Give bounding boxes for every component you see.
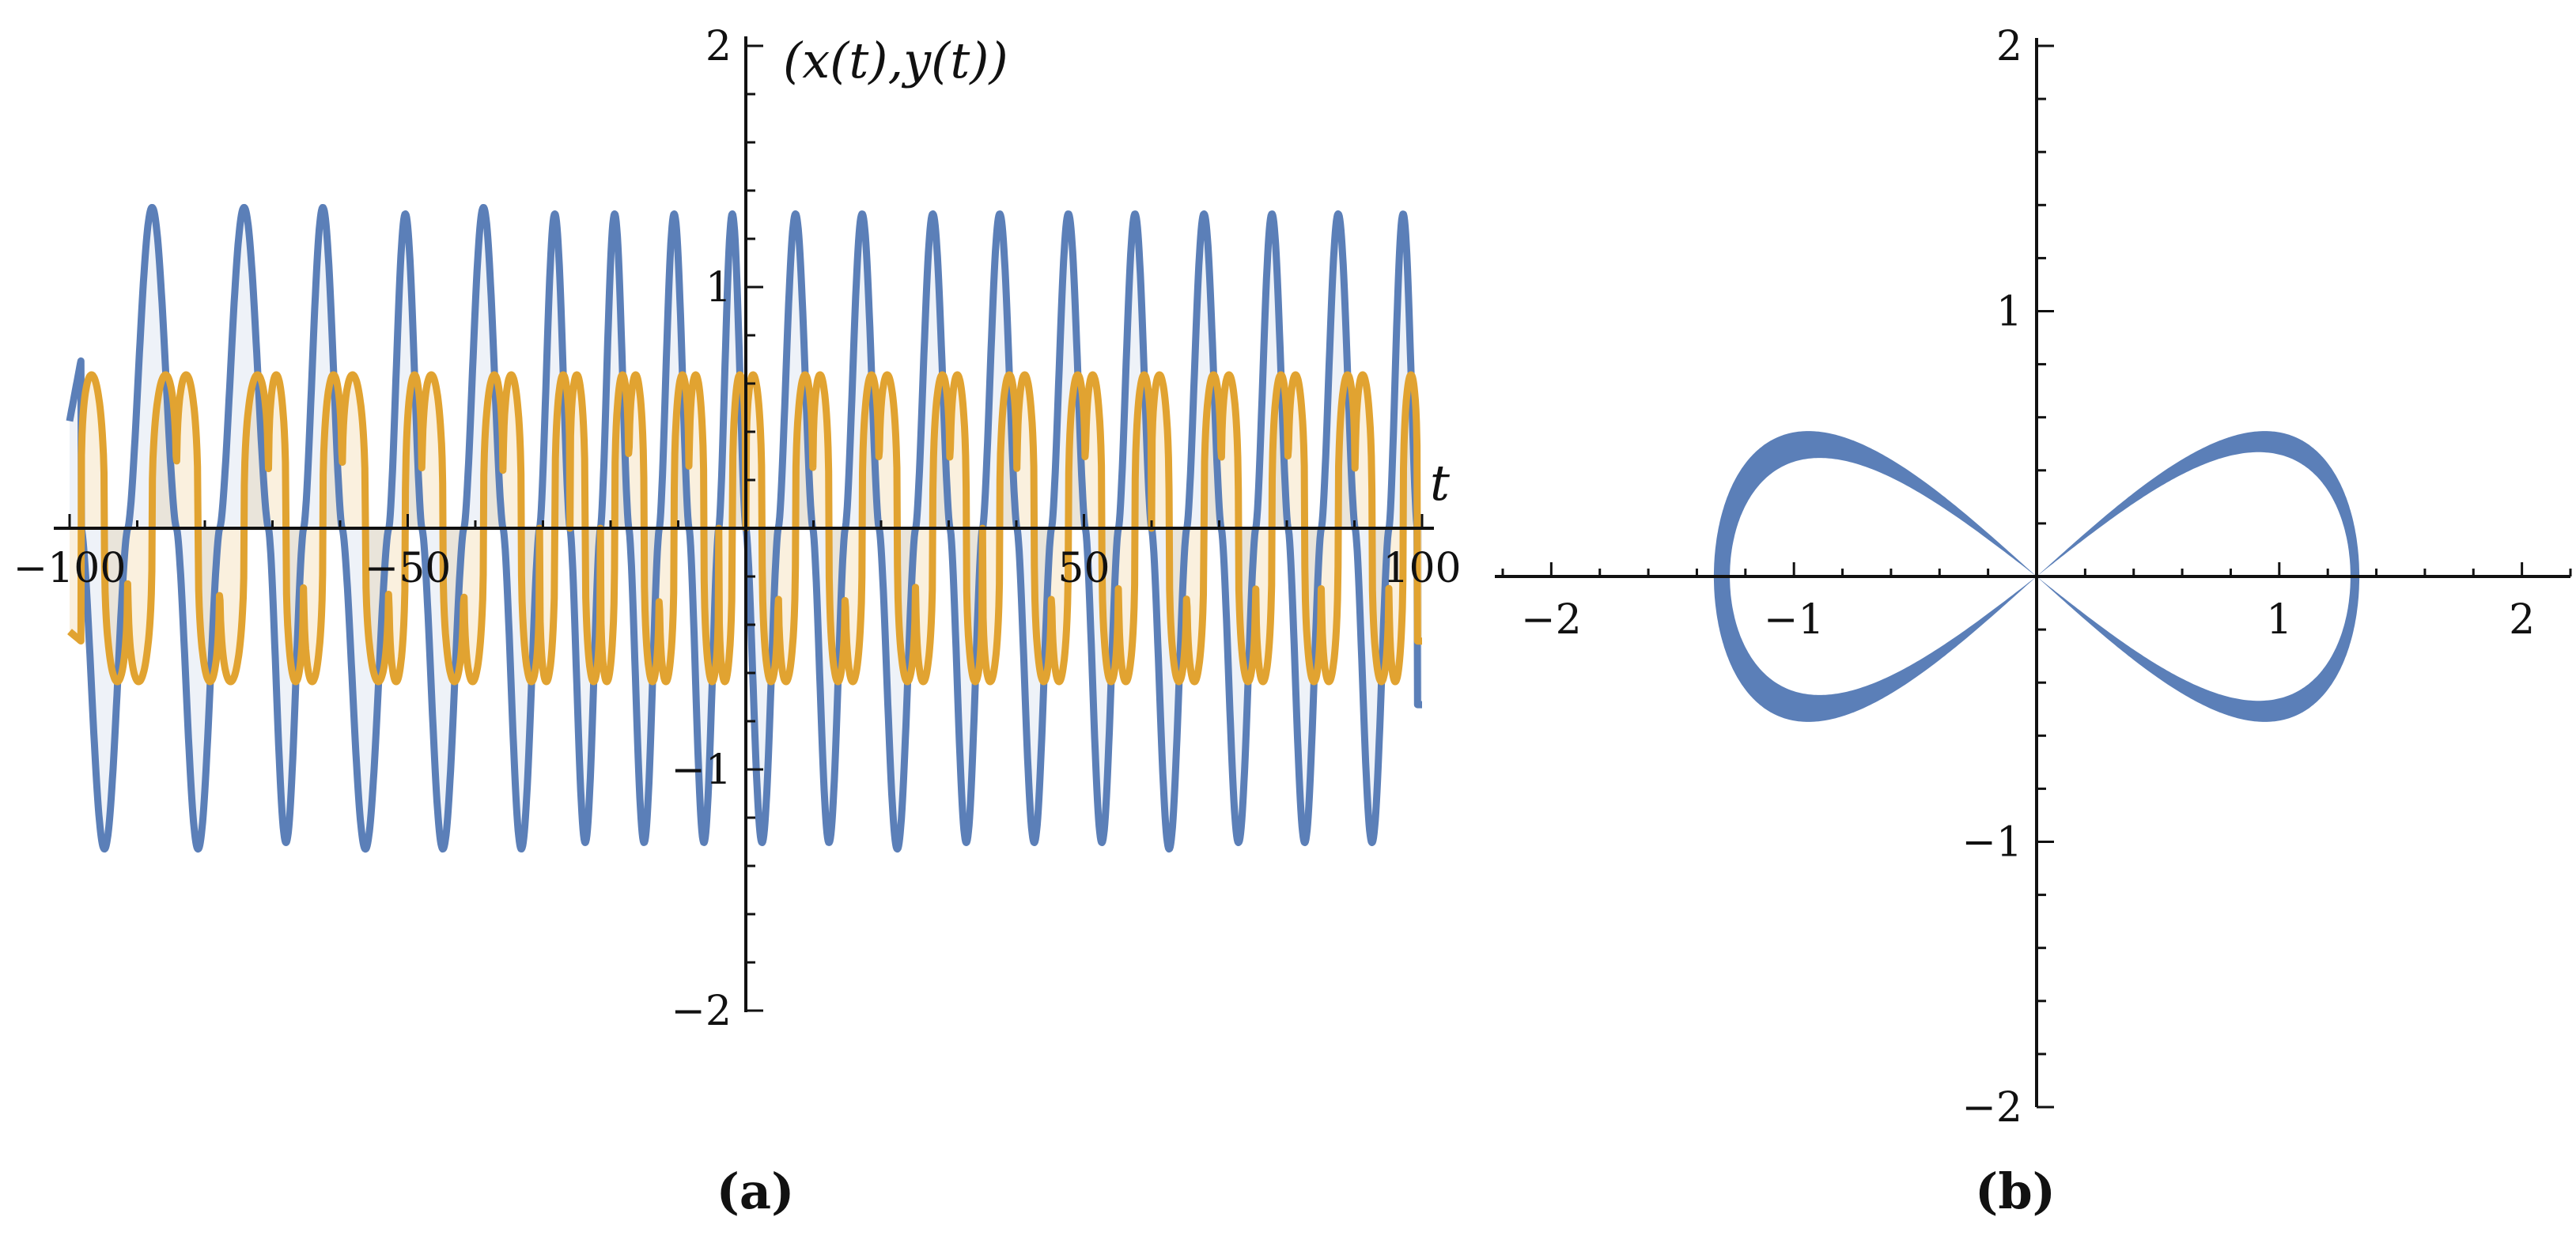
x-tick-label-b: 2 (2509, 596, 2535, 644)
lemniscate-curve (1713, 431, 2360, 722)
y-tick-label-b: −2 (1961, 1084, 2022, 1132)
chart-panel-a: −100 −50 50 100 −2 −1 1 2 (x(t),y(t)) t (a) (13, 23, 1462, 1220)
y-tick-label-a: −2 (671, 988, 732, 1035)
axes-b: −2 −1 1 2 −2 −1 1 2 (1495, 23, 2572, 1132)
panel-label-b: (b) (1975, 1162, 2056, 1220)
y-axis-label-a: (x(t),y(t)) (783, 32, 1008, 89)
y-tick-label-b: 1 (1996, 289, 2022, 336)
series-x-fill (70, 207, 1422, 849)
y-tick-label-b: −1 (1961, 819, 2022, 867)
x-tick-label-b: 1 (2266, 596, 2292, 644)
chart-panel-b: −2 −1 1 2 −2 −1 1 2 (b) (1495, 23, 2572, 1220)
x-tick-label-b: −1 (1764, 596, 1825, 644)
y-tick-label-a: 2 (705, 23, 732, 70)
x-tick-label-a: 100 (1383, 545, 1461, 592)
y-tick-label-a: −1 (671, 747, 732, 794)
x-tick-label-a: −100 (13, 545, 127, 592)
axes-a: −100 −50 50 100 −2 −1 1 2 (13, 23, 1462, 1035)
x-axis-label-a: t (1430, 454, 1450, 512)
x-tick-label-b: −2 (1521, 596, 1582, 644)
y-tick-label-a: 1 (705, 264, 732, 312)
y-tick-label-b: 2 (1996, 23, 2022, 70)
panel-label-a: (a) (717, 1162, 795, 1220)
x-tick-label-a: 50 (1057, 545, 1110, 592)
x-tick-label-a: −50 (365, 545, 452, 592)
